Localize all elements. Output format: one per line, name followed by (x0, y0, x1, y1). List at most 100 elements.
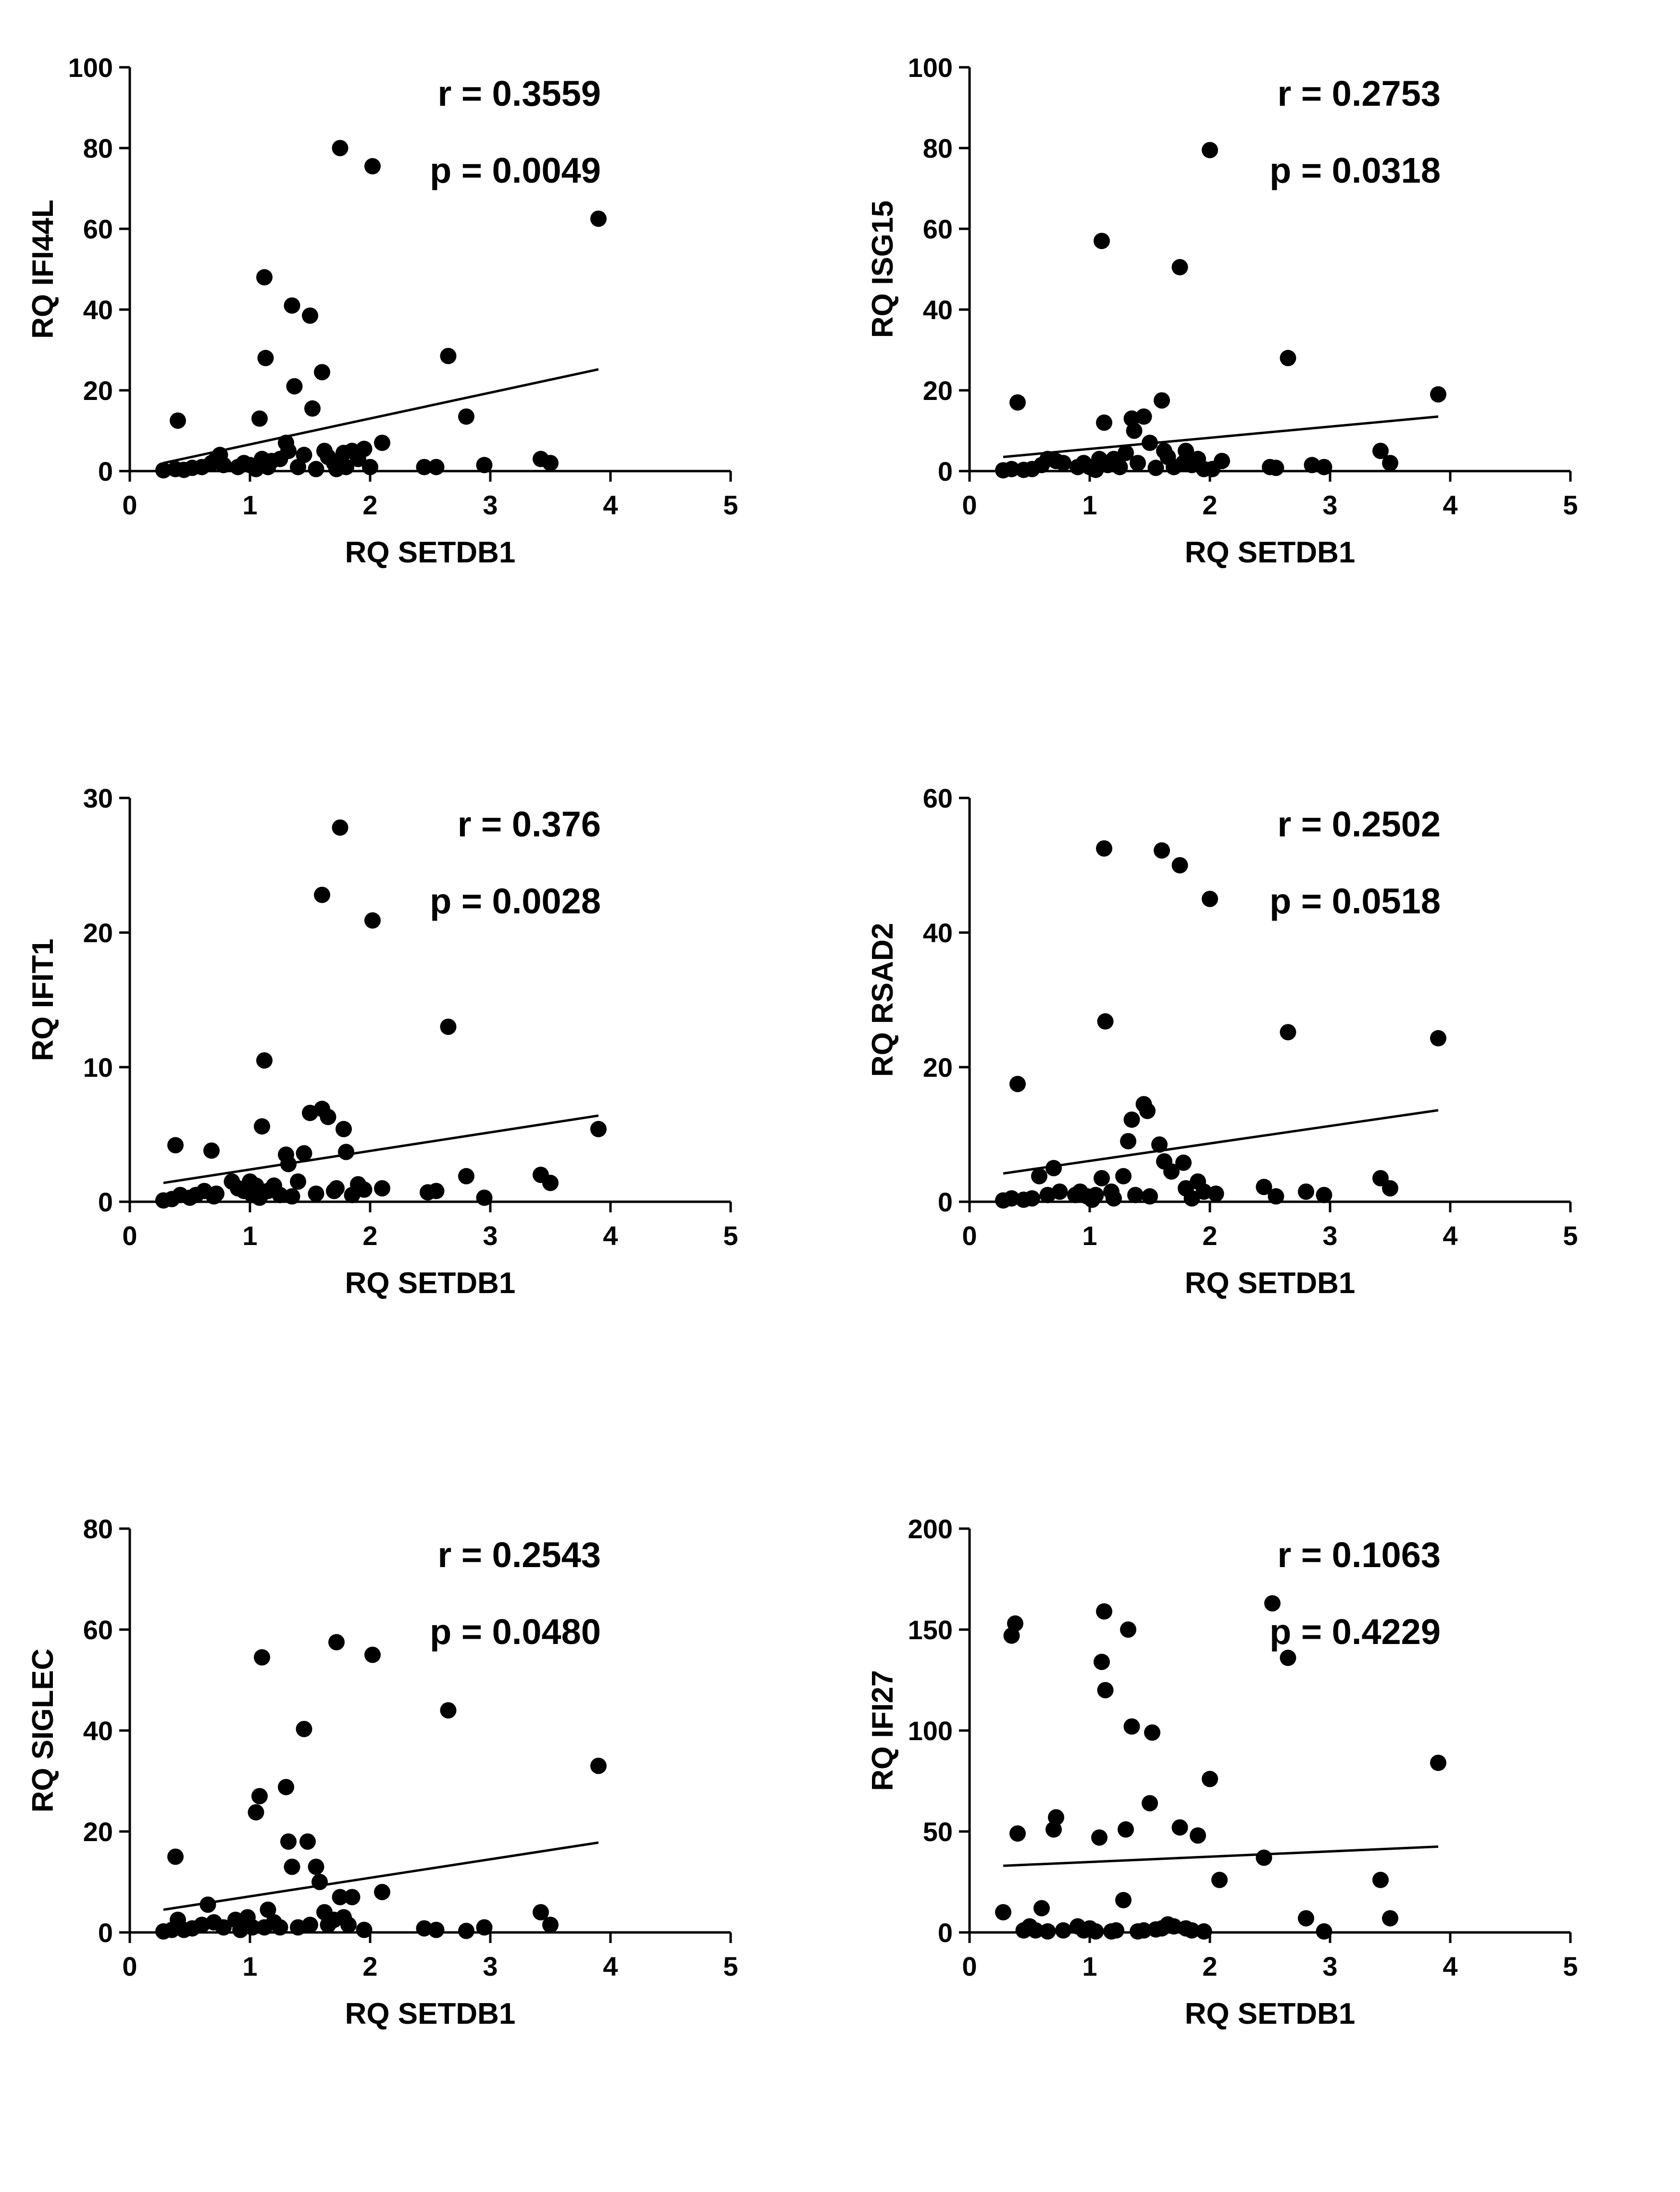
y-tick-label: 60 (83, 214, 113, 244)
data-point (590, 1121, 607, 1137)
data-point (440, 1702, 457, 1719)
data-point (256, 269, 273, 286)
data-point (1142, 435, 1158, 451)
data-point (338, 459, 354, 475)
y-tick-label: 100 (908, 52, 953, 83)
data-point (284, 297, 300, 314)
data-point (1009, 394, 1026, 411)
x-axis-title: RQ SETDB1 (345, 1267, 516, 1300)
x-tick-label: 0 (962, 1221, 977, 1251)
data-point (1154, 392, 1170, 409)
data-point (476, 1919, 493, 1936)
data-point (1135, 408, 1152, 425)
data-point (1027, 1922, 1044, 1939)
data-point (374, 1180, 390, 1196)
y-tick-label: 200 (908, 1514, 953, 1544)
data-point (1372, 1871, 1389, 1888)
data-point (542, 455, 559, 472)
data-point (1097, 1682, 1114, 1698)
data-point (1178, 443, 1194, 459)
y-tick-label: 0 (938, 1187, 953, 1217)
data-point (1430, 386, 1446, 403)
data-point (542, 1917, 559, 1933)
data-point (251, 1788, 268, 1805)
x-tick-label: 4 (1443, 490, 1457, 520)
y-tick-label: 60 (83, 1615, 113, 1645)
data-point (1190, 1827, 1206, 1844)
data-point (1256, 1179, 1272, 1196)
data-point (254, 1118, 270, 1135)
x-tick-label: 3 (483, 490, 498, 520)
x-tick-label: 1 (242, 1221, 257, 1251)
p-annotation: p = 0.0049 (430, 150, 601, 190)
x-tick-label: 4 (603, 1951, 618, 1981)
x-tick-label: 4 (603, 490, 618, 520)
data-point (1144, 1724, 1160, 1741)
data-point (476, 1189, 493, 1206)
data-point (1130, 455, 1146, 472)
data-point (1256, 1849, 1272, 1866)
data-point (428, 1921, 445, 1938)
data-point (1003, 461, 1020, 477)
data-point (1264, 1595, 1281, 1612)
data-point (1382, 1180, 1398, 1196)
y-tick-label: 60 (923, 783, 953, 813)
scatter-siglec: 0 1 2 3 4 5 0 20 40 60 80 RQ SETDB1 RQ SIGLEC r = … (26, 1514, 738, 2030)
data-point (1126, 423, 1143, 439)
data-point (440, 348, 457, 364)
data-point (1094, 1170, 1110, 1186)
data-point (1142, 1795, 1158, 1812)
data-point (332, 1889, 348, 1906)
data-point (256, 1052, 273, 1069)
data-point (1123, 1718, 1140, 1735)
data-point (1207, 1185, 1224, 1202)
data-point (332, 140, 348, 156)
data-point (1108, 1922, 1124, 1939)
data-point (1118, 1821, 1134, 1838)
data-point (302, 307, 318, 324)
x-tick-label: 4 (1443, 1951, 1457, 1981)
p-annotation: p = 0.4229 (1269, 1612, 1441, 1652)
y-tick-label: 20 (923, 1052, 953, 1083)
y-tick-label: 30 (83, 783, 113, 813)
data-point (1268, 1188, 1284, 1205)
data-point (215, 457, 232, 473)
x-tick-label: 5 (723, 490, 738, 520)
data-point (362, 459, 378, 475)
chart-panel-rsad2: 0 1 2 3 4 5 0 20 40 60 RQ SETDB1 RQ RSAD2 r = 0.2… (840, 731, 1680, 1461)
r-annotation: r = 0.2543 (438, 1535, 601, 1575)
data-point (1171, 259, 1188, 275)
data-point (340, 1917, 357, 1933)
data-point (356, 440, 373, 457)
data-point (302, 1917, 318, 1933)
data-point (1135, 1922, 1152, 1939)
data-point (533, 1904, 549, 1920)
y-axis-title: RQ SIGLEC (26, 1648, 60, 1812)
data-point (1091, 1829, 1108, 1846)
data-point (1304, 457, 1320, 473)
data-point (257, 349, 274, 366)
data-point (1430, 1030, 1446, 1046)
data-point (428, 1183, 445, 1199)
regression-line (1003, 415, 1439, 459)
y-tick-label: 80 (83, 133, 113, 163)
data-point (364, 912, 381, 929)
y-tick-label: 80 (83, 1514, 113, 1544)
data-point (356, 1921, 373, 1938)
data-point (338, 1144, 354, 1160)
data-point (1096, 840, 1112, 857)
y-tick-label: 40 (83, 1716, 113, 1746)
data-point (1202, 1770, 1218, 1787)
data-point (284, 1858, 300, 1875)
data-point (364, 1646, 381, 1663)
data-point (1055, 455, 1071, 472)
x-tick-label: 2 (1202, 490, 1217, 520)
data-point (1055, 1922, 1071, 1939)
data-point (308, 1858, 324, 1875)
data-point (458, 408, 474, 425)
data-point (458, 1168, 474, 1184)
chart-panel-ifi27: 0 1 2 3 4 5 0 50 100 150 200 RQ SETDB1 RQ IFI27 r … (840, 1461, 1680, 2192)
data-point (311, 1874, 328, 1890)
data-point (290, 1173, 306, 1190)
